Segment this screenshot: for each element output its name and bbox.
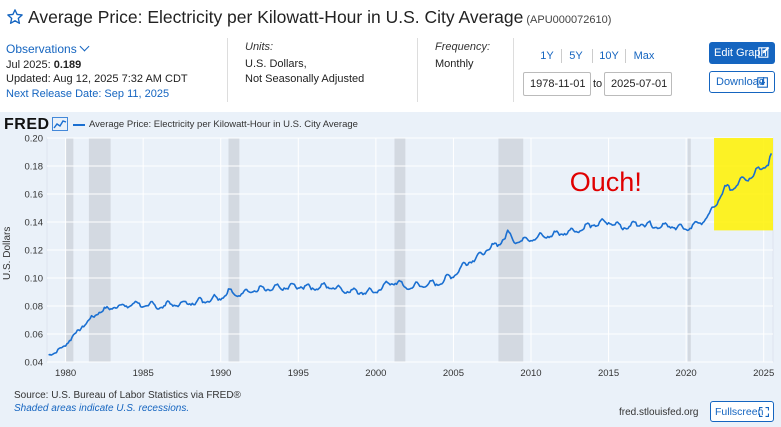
frequency-label: Frequency:: [435, 41, 491, 53]
chart-plot[interactable]: 0.04 0.06 0.08 0.10 0.12 0.14 0.16 0.18 0.20 1980…: [0, 112, 781, 392]
x-tick-label: 1985: [133, 368, 154, 379]
download-icon: [757, 77, 768, 88]
range-max-button[interactable]: Max: [633, 50, 655, 62]
latest-value: 0.189: [53, 59, 82, 71]
x-tick-label: 2020: [676, 368, 697, 379]
y-tick-label: 0.16: [25, 190, 44, 201]
y-tick-label: 0.18: [25, 162, 44, 173]
frequency-panel: Frequency: Monthly: [418, 38, 514, 102]
tick-labels: 0.04 0.06 0.08 0.10 0.12 0.14 0.16 0.18 0.20 1980…: [25, 134, 775, 380]
x-tick-label: 2010: [520, 368, 541, 379]
range-divider: [561, 49, 562, 63]
units-line-1: U.S. Dollars,: [245, 58, 307, 70]
meta-row: Observations Jul 2025: 0.189 Updated: Au…: [0, 38, 781, 106]
x-tick-label: 1990: [210, 368, 231, 379]
download-button[interactable]: Download: [709, 71, 775, 93]
latest-date: Jul 2025:: [6, 59, 51, 71]
end-date-input[interactable]: [604, 72, 672, 96]
x-tick-label: 2000: [365, 368, 386, 379]
range-5y-button[interactable]: 5Y: [569, 50, 583, 62]
recession-note-link[interactable]: Shaded areas indicate U.S. recessions.: [14, 403, 190, 414]
x-tick-label: 2025: [753, 368, 774, 379]
range-10y-button[interactable]: 10Y: [599, 50, 619, 62]
x-tick-label: 1995: [288, 368, 309, 379]
chart-panel: [0, 112, 781, 427]
units-panel: Units: U.S. Dollars, Not Seasonally Adju…: [228, 38, 418, 102]
y-tick-label: 0.12: [25, 246, 44, 257]
fred-logo: FRED: [4, 116, 50, 133]
range-1y-button[interactable]: 1Y: [540, 50, 554, 62]
fullscreen-button[interactable]: Fullscreen: [710, 401, 774, 422]
x-tick-label: 2015: [598, 368, 619, 379]
page-title: Average Price: Electricity per Kilowatt-…: [28, 7, 611, 28]
chevron-down-icon: [79, 41, 90, 52]
date-range-to-label: to: [593, 78, 603, 90]
edit-graph-label: Edit Graph: [714, 47, 767, 59]
range-divider: [592, 49, 593, 63]
fullscreen-label: Fullscreen: [715, 406, 764, 418]
x-tick-label: 2005: [443, 368, 464, 379]
highlight-box: [714, 138, 773, 231]
y-tick-label: 0.08: [25, 302, 44, 313]
legend-label: Average Price: Electricity per Kilowatt-…: [89, 119, 358, 130]
grid-lines: [46, 137, 774, 363]
download-label: Download: [716, 76, 765, 88]
next-release-link[interactable]: Next Release Date: Sep 11, 2025: [6, 88, 170, 100]
y-tick-label: 0.04: [25, 358, 44, 369]
series-id: (APU000072610): [526, 14, 612, 26]
units-label: Units:: [245, 41, 274, 53]
legend-swatch: [73, 124, 85, 126]
fullscreen-icon: [759, 407, 769, 417]
series-line: [48, 153, 773, 356]
start-date-input[interactable]: [523, 72, 591, 96]
units-line-2: Not Seasonally Adjusted: [245, 73, 365, 85]
annotation-ouch: Ouch!: [570, 167, 642, 197]
y-tick-label: 0.06: [25, 330, 44, 341]
observations-toggle[interactable]: Observations: [6, 41, 90, 56]
range-divider: [625, 49, 626, 63]
y-tick-label: 0.10: [25, 274, 44, 285]
y-tick-label: 0.14: [25, 218, 44, 229]
annotation-layer: Ouch!: [570, 167, 642, 197]
edit-pencil-icon: [758, 46, 770, 58]
source-note: Source: U.S. Bureau of Labor Statistics …: [14, 390, 241, 401]
site-url: fred.stlouisfed.org: [619, 407, 699, 418]
x-tick-label: 1980: [55, 368, 76, 379]
title-bar: Average Price: Electricity per Kilowatt-…: [0, 0, 781, 36]
series-line-layer: [48, 153, 773, 356]
latest-observation: Jul 2025: 0.189: [6, 59, 81, 71]
observations-panel: Observations Jul 2025: 0.189 Updated: Au…: [0, 38, 228, 102]
fred-chart-logo-icon: [52, 117, 68, 131]
star-outline-icon[interactable]: [6, 8, 24, 26]
edit-graph-button[interactable]: Edit Graph: [709, 42, 775, 64]
updated-timestamp: Updated: Aug 12, 2025 7:32 AM CDT: [6, 73, 188, 85]
highlight-box-layer: [714, 138, 773, 231]
y-tick-label: 0.20: [25, 134, 44, 145]
frequency-value: Monthly: [435, 58, 474, 70]
series-title: Average Price: Electricity per Kilowatt-…: [28, 7, 524, 27]
